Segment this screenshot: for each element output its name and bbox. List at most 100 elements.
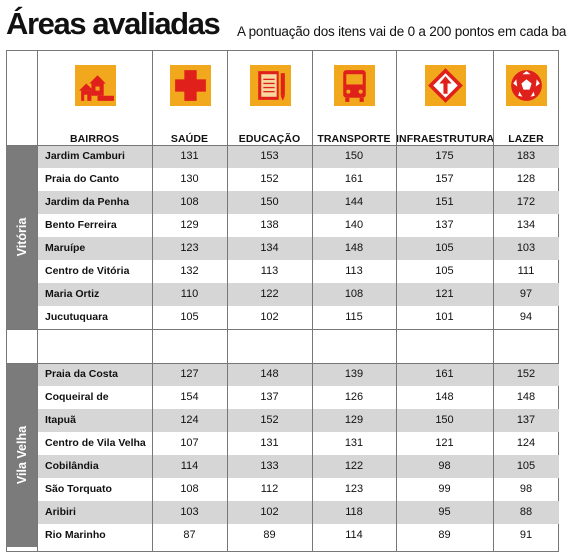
score-transporte: 131 [344,437,364,449]
table-row: Maria Ortiz 110 122 108 121 97 [37,283,559,306]
score-lazer: 103 [516,242,536,254]
column-header-infraestrutura: INFRAESTRUTURA [396,50,494,145]
column-rule [227,50,228,552]
bairro-name: Jucutuquara [45,311,109,323]
scores-table: BAIRROS SAÚDE EDUCAÇÃO TRANSPORTE INFRAES… [6,50,559,552]
score-lazer: 98 [519,483,533,495]
houses-icon [74,65,116,106]
score-infraestrutura: 89 [438,529,451,541]
column-label: LAZER [508,133,544,145]
score-educacao: 153 [260,150,279,162]
score-educacao: 152 [260,173,279,185]
score-saude: 105 [180,311,199,323]
score-transporte: 129 [344,414,364,426]
score-lazer: 124 [516,437,536,449]
score-saude: 108 [180,196,199,208]
score-lazer: 128 [516,173,536,185]
score-educacao: 134 [260,242,279,254]
table-row: Bento Ferreira 129 138 140 137 134 [37,214,559,237]
score-saude: 131 [180,150,199,162]
score-transporte: 115 [345,311,363,323]
column-header-bairro: BAIRROS [37,50,152,145]
table-row: Cobilândia 114 133 122 98 105 [37,455,559,478]
bairro-name: Praia do Canto [45,173,120,185]
bairro-name: Cobilândia [45,460,99,472]
bus-icon [334,65,375,106]
table-row: São Torquato 108 112 123 99 98 [37,478,559,501]
table-row: Rio Marinho 87 89 114 89 91 [37,524,559,547]
table-row: Praia do Canto 130 152 161 157 128 [37,168,559,191]
bairro-name: Bento Ferreira [45,219,117,231]
score-infraestrutura: 105 [435,242,454,254]
score-infraestrutura: 148 [435,391,454,403]
score-saude: 124 [180,414,199,426]
score-saude: 132 [180,265,199,277]
table-row: Jucutuquara 105 102 115 101 94 [37,306,559,329]
score-educacao: 113 [260,265,279,277]
score-saude: 87 [183,529,196,541]
row-rule [6,329,559,330]
group-name: Vila Velha [14,425,29,485]
column-label: SAÚDE [170,133,209,145]
bairro-name: Maruípe [45,242,86,254]
score-educacao: 102 [260,506,279,518]
table-row: Maruípe 123 134 148 105 103 [37,237,559,260]
score-lazer: 152 [516,368,536,380]
group-name: Vitória [14,217,29,257]
table-row: Jardim da Penha 108 150 144 151 172 [37,191,559,214]
bairro-name: Centro de Vila Velha [45,437,146,449]
bairro-name: Maria Ortiz [45,288,100,300]
score-lazer: 88 [519,506,533,518]
column-header-saude: SAÚDE [152,50,227,145]
table-row: Itapuã 124 152 129 150 137 [37,409,559,432]
table-row: Centro de Vila Velha 107 131 131 121 124 [37,432,559,455]
score-transporte: 123 [344,483,364,495]
group-label-vitoria: Vitória [6,145,37,329]
score-transporte: 118 [345,506,363,518]
score-transporte: 114 [345,529,363,541]
score-infraestrutura: 157 [435,173,454,185]
score-lazer: 105 [516,460,536,472]
row-rule [6,363,559,364]
bairro-name: Coqueiral de Itaparica [45,391,109,426]
score-lazer: 137 [516,414,536,426]
score-infraestrutura: 161 [435,368,454,380]
score-transporte: 113 [345,265,363,277]
score-lazer: 172 [516,196,536,208]
score-saude: 123 [180,242,199,254]
score-infraestrutura: 101 [435,311,454,323]
score-saude: 127 [180,368,199,380]
score-educacao: 137 [260,391,279,403]
score-transporte: 126 [344,391,364,403]
score-saude: 108 [180,483,199,495]
score-saude: 107 [180,437,199,449]
bairro-name: Jardim Camburi [45,150,125,162]
score-infraestrutura: 150 [435,414,454,426]
column-label: TRANSPORTE [317,133,391,145]
table-row: Coqueiral de Itaparica 154 137 126 148 148 [37,386,559,426]
bairro-name: Rio Marinho [45,529,106,541]
score-infraestrutura: 137 [435,219,454,231]
table-row: Jardim Camburi 131 153 150 175 183 [37,145,559,168]
soccer-ball-icon [506,65,547,106]
score-infraestrutura: 175 [435,150,454,162]
road-sign-arrow-icon [424,65,466,106]
score-saude: 129 [180,219,199,231]
table-row: Aribiri 103 102 118 95 88 [37,501,559,524]
score-infraestrutura: 121 [435,288,454,300]
column-header-educacao: EDUCAÇÃO [227,50,312,145]
score-educacao: 112 [260,483,279,495]
score-transporte: 108 [344,288,364,300]
score-lazer: 148 [516,391,536,403]
score-infraestrutura: 151 [435,196,454,208]
page-subtitle: A pontuação dos itens vai de 0 a 200 pon… [237,24,567,39]
score-educacao: 150 [260,196,279,208]
group-label-vila-velha: Vila Velha [6,363,37,547]
column-label: EDUCAÇÃO [238,133,301,145]
score-saude: 130 [180,173,199,185]
score-transporte: 148 [344,242,364,254]
column-rule [493,50,494,552]
score-transporte: 144 [344,196,364,208]
score-lazer: 183 [516,150,536,162]
column-header-lazer: LAZER [493,50,559,145]
